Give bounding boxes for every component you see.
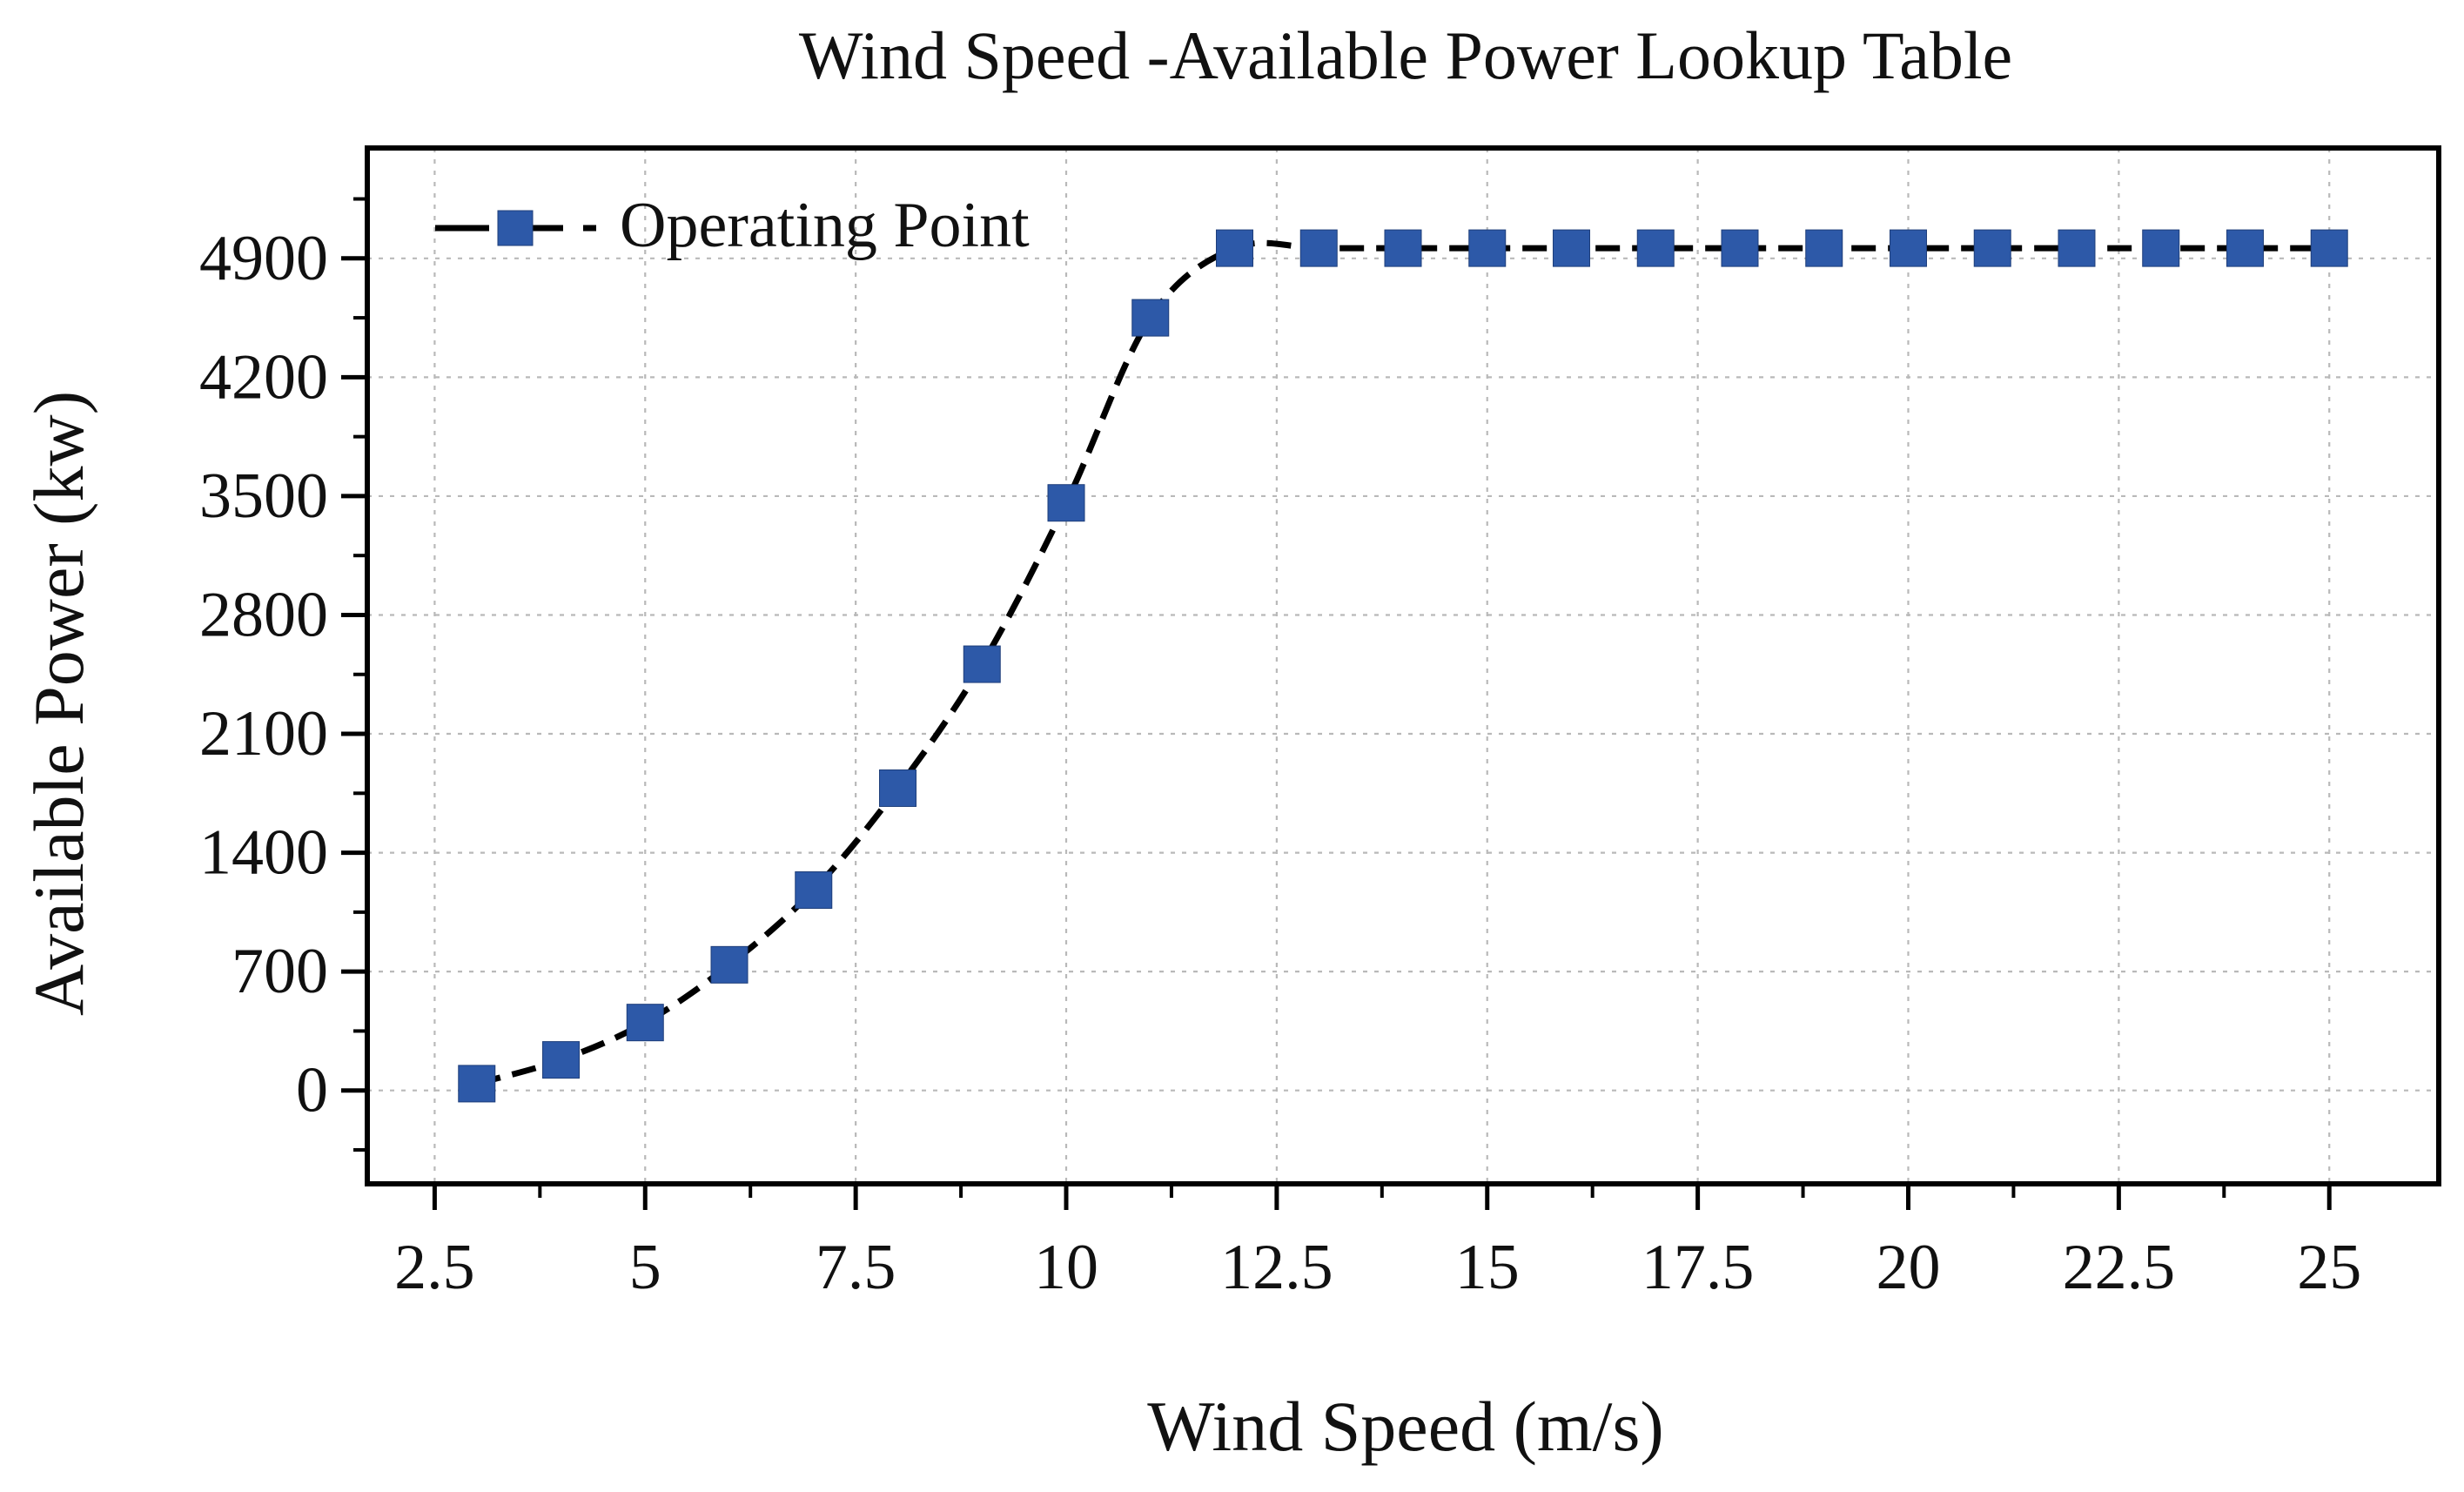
- y-tick-label: 4900: [199, 223, 328, 294]
- data-point-marker: [1131, 299, 1170, 337]
- data-point-marker: [1805, 229, 1843, 267]
- data-point-marker: [1468, 229, 1507, 267]
- x-tick-label: 10: [1034, 1232, 1098, 1303]
- legend: Operating Point: [435, 190, 1030, 261]
- legend-marker: [497, 210, 534, 246]
- data-point-marker: [1889, 229, 1927, 267]
- data-point-marker: [2226, 229, 2264, 267]
- marker-layer: [458, 229, 2348, 1103]
- x-tick-label: 7.5: [816, 1232, 896, 1303]
- x-tick-label: 22.5: [2063, 1232, 2176, 1303]
- chart-title: Wind Speed -Available Power Lookup Table: [799, 17, 2012, 93]
- data-point-marker: [1721, 229, 1759, 267]
- data-point-marker: [795, 871, 833, 910]
- data-point-marker: [879, 769, 917, 807]
- x-tick-label: 17.5: [1642, 1232, 1755, 1303]
- data-point-marker: [2058, 229, 2096, 267]
- y-axis-label: Available Power (kw): [19, 391, 98, 1016]
- y-tick-label: 2100: [199, 698, 328, 770]
- y-tick-label: 1400: [199, 817, 328, 889]
- data-point-marker: [458, 1065, 496, 1103]
- y-tick-label: 2800: [199, 579, 328, 650]
- x-tick-label: 25: [2297, 1232, 2361, 1303]
- data-point-marker: [626, 1004, 664, 1042]
- y-tick-label: 0: [296, 1055, 328, 1126]
- data-point-marker: [1047, 484, 1085, 522]
- x-tick-label: 5: [629, 1232, 661, 1303]
- y-tick-label: 3500: [199, 460, 328, 532]
- x-tick-label: 20: [1876, 1232, 1940, 1303]
- data-point-marker: [1299, 229, 1338, 267]
- data-point-marker: [542, 1041, 581, 1079]
- data-point-marker: [1552, 229, 1590, 267]
- data-point-marker: [1636, 229, 1675, 267]
- x-tick-label: 15: [1455, 1232, 1520, 1303]
- x-tick-label: 2.5: [394, 1232, 475, 1303]
- x-tick-label: 12.5: [1220, 1232, 1333, 1303]
- plot-frame: [365, 145, 2441, 1186]
- data-point-marker: [1216, 229, 1254, 267]
- data-point-marker: [1973, 229, 2011, 267]
- y-tick-label: 4200: [199, 341, 328, 413]
- data-point-marker: [963, 645, 1001, 683]
- data-point-marker: [710, 945, 749, 984]
- axis-layer: 2.5 5 7.5 10 12.5 15 17.5 20 22.5 25 0 700 1400 2100 2…: [199, 145, 2441, 1303]
- x-axis-label: Wind Speed (m/s): [1147, 1387, 1663, 1466]
- legend-label: Operating Point: [620, 190, 1030, 261]
- y-tick-label: 700: [232, 936, 328, 1007]
- data-point-marker: [2142, 229, 2180, 267]
- data-point-marker: [2310, 229, 2348, 267]
- data-point-marker: [1384, 229, 1422, 267]
